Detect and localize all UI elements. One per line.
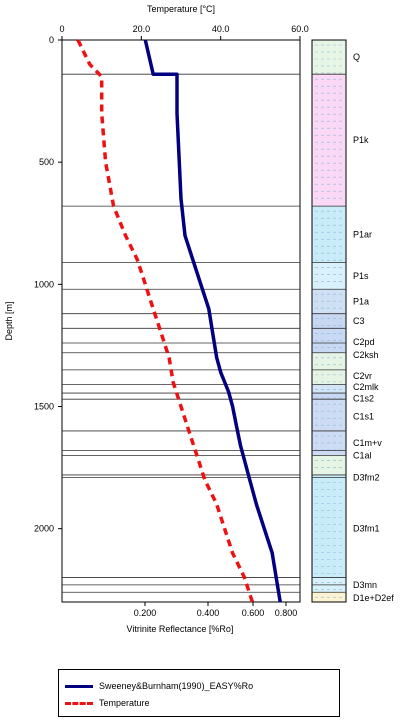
formation-label: P1s — [353, 271, 369, 281]
formation-label: C2ksh — [353, 350, 379, 360]
legend-label: Sweeney&Burnham(1990)_EASY%Ro — [99, 681, 254, 691]
formation-band — [312, 352, 346, 370]
legend-swatch-dashed — [65, 701, 93, 705]
y-axis-title: Depth [m] — [4, 301, 14, 340]
formation-label: D3mn — [353, 580, 377, 590]
top-axis-title: Temperature [°C] — [147, 4, 215, 14]
formation-label: D1e+D2ef — [353, 593, 394, 603]
formation-label: C3 — [353, 316, 365, 326]
formation-band — [312, 313, 346, 329]
bottom-axis-tick-label: 0.600 — [242, 608, 265, 618]
formation-label: C1s2 — [353, 394, 374, 404]
y-axis-tick-label: 1000 — [34, 279, 54, 289]
y-axis-tick-label: 500 — [39, 157, 54, 167]
formation-band — [312, 40, 346, 75]
bottom-axis-tick-label: 0.400 — [197, 608, 220, 618]
formation-band — [312, 384, 346, 394]
bottom-axis-tick-label: 0.800 — [275, 608, 298, 618]
formation-label: C2vr — [353, 371, 372, 381]
formation-band — [312, 455, 346, 475]
formation-label: C2pd — [353, 337, 375, 347]
formation-label: P1k — [353, 135, 369, 145]
top-axis-tick-label: 0 — [59, 24, 64, 34]
formation-band — [312, 477, 346, 578]
formation-label: P1a — [353, 296, 369, 306]
y-axis-tick-label: 1500 — [34, 402, 54, 412]
series-easyro-line — [143, 39, 282, 603]
formation-band — [312, 206, 346, 263]
top-axis-tick-label: 40.0 — [212, 24, 230, 34]
formation-band — [312, 74, 346, 207]
legend-label: Temperature — [99, 698, 150, 708]
formation-column-frame — [311, 39, 347, 603]
top-axis-tick-label: 20.0 — [133, 24, 151, 34]
formation-label: Q — [353, 52, 360, 62]
legend-swatch-solid — [65, 684, 93, 688]
y-axis-tick-label: 0 — [49, 35, 54, 45]
formation-band — [312, 393, 346, 400]
top-axis-tick-label: 60.0 — [291, 24, 309, 34]
legend-item-easyro: Sweeney&Burnham(1990)_EASY%Ro — [65, 679, 253, 693]
chart-legend: Sweeney&Burnham(1990)_EASY%Ro Temperatur… — [58, 669, 340, 717]
formation-label: C1al — [353, 450, 372, 460]
formation-label: C2mlk — [353, 382, 379, 392]
formation-band — [312, 262, 346, 290]
depth-profile-chart: 0 20.0 40.0 60.0 Temperature [°C] 0 500 1000 150… — [4, 4, 394, 634]
formation-label: D3fm1 — [353, 524, 380, 534]
formation-band — [312, 369, 346, 385]
formation-label: C1s1 — [353, 411, 374, 421]
formation-label: P1ar — [353, 229, 372, 239]
y-axis-tick-label: 2000 — [34, 524, 54, 534]
bottom-axis-title: Vitrinite Reflectance [%Ro] — [127, 624, 234, 634]
formation-band — [312, 474, 346, 478]
legend-item-temperature: Temperature — [65, 696, 150, 710]
formation-label: D3fm2 — [353, 472, 380, 482]
formation-label: C1m+v — [353, 438, 382, 448]
bottom-axis-tick-label: 0.200 — [134, 608, 157, 618]
plot-frame — [61, 39, 301, 603]
